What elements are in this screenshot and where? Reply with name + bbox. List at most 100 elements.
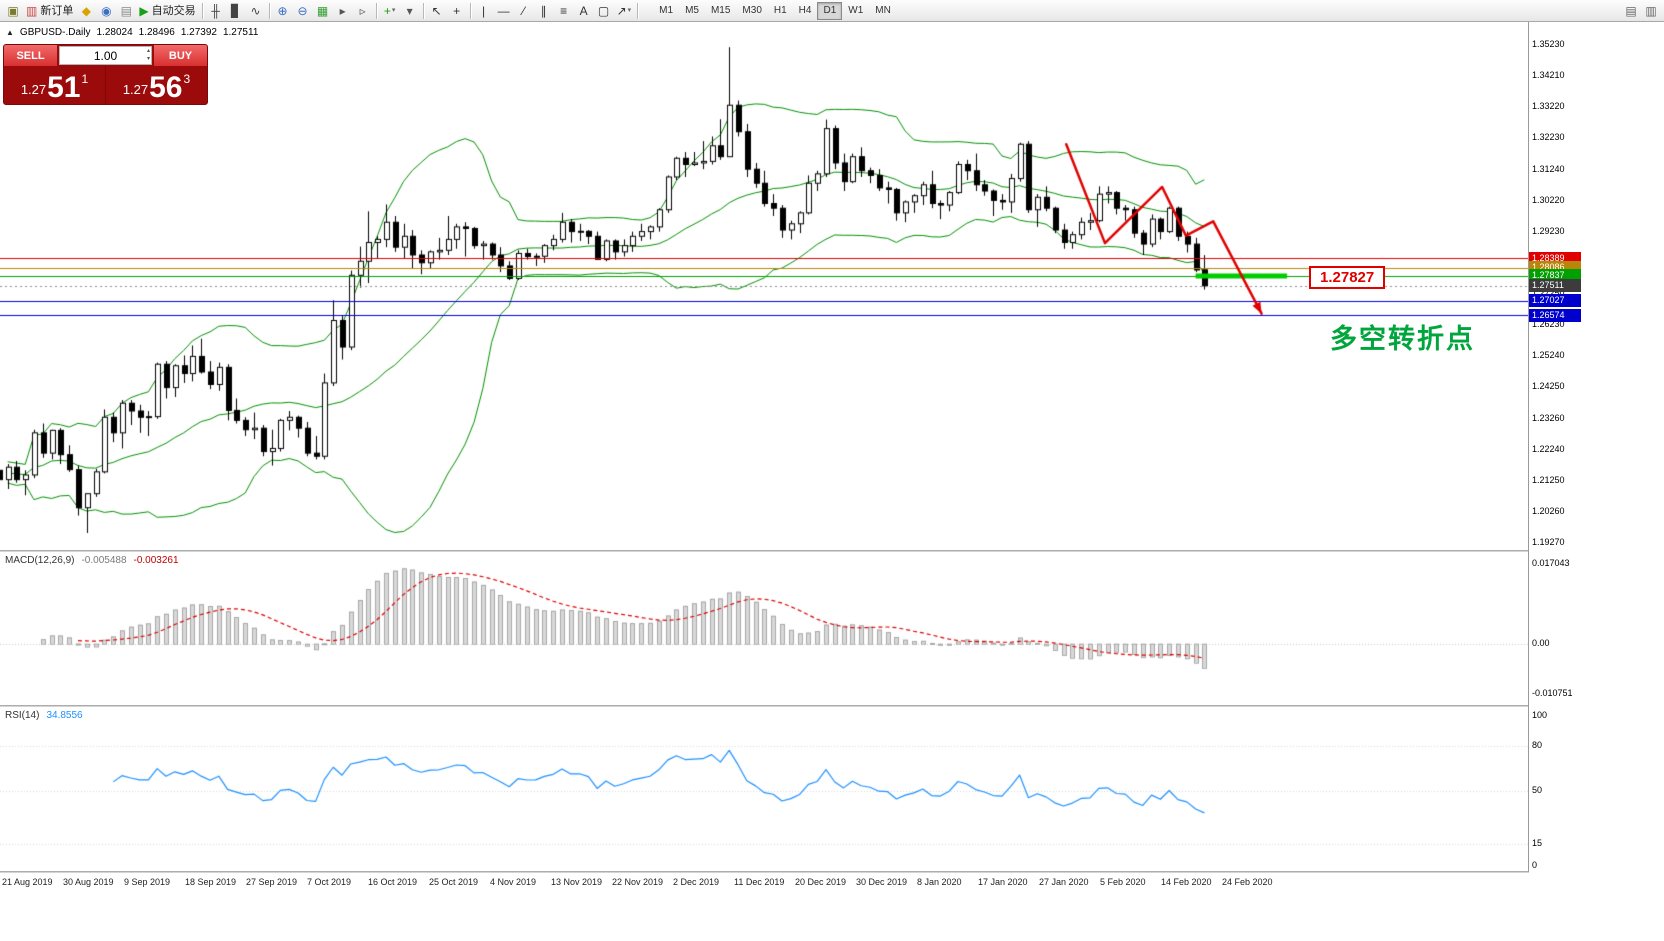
horizontal-line-icon[interactable]: ― xyxy=(497,3,510,18)
market-watch-icon[interactable]: ◉ xyxy=(101,3,112,18)
volume-field[interactable]: 1.00 ▴ ▾ xyxy=(59,46,152,65)
fibonacci-icon[interactable]: ≡ xyxy=(560,3,568,18)
date-label: 27 Sep 2019 xyxy=(246,877,298,887)
zoom-out-icon[interactable]: ⊖ xyxy=(297,3,308,18)
macd-main-value: -0.005488 xyxy=(81,555,127,566)
sell-price-sup: 1 xyxy=(81,72,89,86)
sell-button[interactable]: SELL xyxy=(4,45,57,66)
toolbar-separator xyxy=(422,2,424,19)
spin-down-icon[interactable]: ▾ xyxy=(146,56,150,62)
timeframe-m5[interactable]: M5 xyxy=(685,5,699,16)
timeframe-h4[interactable]: H4 xyxy=(798,5,812,16)
rsi-value: 34.8556 xyxy=(46,710,83,721)
timeframe-h1[interactable]: H1 xyxy=(773,5,787,16)
sell-price-big: 51 xyxy=(47,71,81,104)
quick-trade-icon[interactable]: ◆ xyxy=(81,3,91,18)
date-label: 8 Jan 2020 xyxy=(917,877,962,887)
crosshair-icon[interactable]: + xyxy=(453,3,461,18)
ohlc-close: 1.27511 xyxy=(222,27,259,38)
timeframe-mn[interactable]: MN xyxy=(875,5,891,16)
macd-indicator-canvas[interactable] xyxy=(0,552,1528,705)
panel-separator[interactable] xyxy=(0,705,1664,707)
auto-trading-button[interactable]: ▶ 自动交易 xyxy=(136,1,198,21)
timeframe-m1[interactable]: M1 xyxy=(659,5,674,16)
equidistant-channel-icon[interactable]: ∥ xyxy=(540,3,547,18)
buy-button[interactable]: BUY xyxy=(154,45,207,66)
line-chart-icon[interactable]: ∿ xyxy=(250,3,261,18)
chevron-down-icon: ▾ xyxy=(391,6,396,14)
price-scale-label: 1.20260 xyxy=(1532,505,1565,516)
date-label: 14 Feb 2020 xyxy=(1161,877,1212,887)
one-click-trading-panel: SELL 1.00 ▴ ▾ BUY 1.27 51 1 1.27 56 3 xyxy=(3,44,208,105)
price-tag: 1.27511 xyxy=(1529,279,1581,293)
buy-price-sup: 3 xyxy=(183,72,191,86)
buy-price[interactable]: 1.27 56 3 xyxy=(106,66,207,104)
price-scale-label: 1.34210 xyxy=(1532,70,1565,81)
rsi-scale-label: 50 xyxy=(1532,785,1543,795)
price-scale-label: 1.19270 xyxy=(1532,537,1565,547)
panel-separator[interactable] xyxy=(0,550,1664,552)
auto-scroll-icon[interactable]: ▸ xyxy=(339,3,346,18)
text-icon[interactable]: A xyxy=(579,3,588,18)
chart-shift-icon[interactable]: ▹ xyxy=(359,3,366,18)
date-axis[interactable]: 21 Aug 2019 30 Aug 2019 9 Sep 2019 18 Sep 2… xyxy=(0,873,1664,891)
price-scale-label: 1.33220 xyxy=(1532,101,1565,112)
rsi-scale-label: 0 xyxy=(1532,860,1538,870)
timeframe-m15[interactable]: M15 xyxy=(710,5,731,16)
price-scale-label: 1.24250 xyxy=(1532,381,1565,392)
date-label: 30 Dec 2019 xyxy=(856,877,908,887)
auto-trading-icon: ▶ xyxy=(139,3,149,18)
tile-windows-icon[interactable]: ▦ xyxy=(316,3,329,18)
date-label: 21 Aug 2019 xyxy=(2,877,53,887)
date-label: 4 Nov 2019 xyxy=(490,877,537,887)
charts-icon[interactable]: ▣ xyxy=(7,3,19,18)
chart-window: 1.35230 1.34210 1.33220 1.32230 1.31240 1.302… xyxy=(0,22,1664,941)
arrows-icon[interactable]: ↗ ▾ xyxy=(616,3,632,18)
volume-spinner[interactable]: ▴ ▾ xyxy=(147,47,150,63)
timeframe-w1[interactable]: W1 xyxy=(848,5,864,16)
trendline-icon[interactable]: ⁄ xyxy=(522,3,525,18)
new-order-label: 新订单 xyxy=(40,4,74,17)
data-window-icon[interactable]: ▤ xyxy=(120,3,133,18)
vertical-line-icon[interactable]: | xyxy=(482,3,486,18)
turning-point-annotation[interactable]: 多空转折点 xyxy=(1330,324,1475,354)
date-label: 17 Jan 2020 xyxy=(978,877,1028,887)
date-label: 9 Sep 2019 xyxy=(124,877,171,887)
bar-chart-icon[interactable]: ╫ xyxy=(211,3,220,18)
timeframe-m30[interactable]: M30 xyxy=(742,5,762,16)
cursor-icon[interactable]: ↖ xyxy=(431,3,442,18)
price-scale[interactable]: 1.35230 1.34210 1.33220 1.32230 1.31240 1.302… xyxy=(1529,22,1664,890)
price-scale-label: 1.30220 xyxy=(1532,194,1565,205)
price-level-label-object[interactable]: 1.27827 xyxy=(1309,266,1386,289)
ohlc-low: 1.27392 xyxy=(180,27,217,38)
price-scale-label: 1.27250 xyxy=(1532,288,1565,298)
sell-price[interactable]: 1.27 51 1 xyxy=(4,66,105,104)
candlestick-chart-icon[interactable]: ▊ xyxy=(230,3,241,18)
rsi-scale-label: 15 xyxy=(1532,837,1543,848)
window-list-icon[interactable]: ▤ xyxy=(1625,3,1637,18)
text-label-icon[interactable]: ▢ xyxy=(597,3,610,18)
indicators-icon[interactable]: + ▾ xyxy=(383,3,396,18)
rsi-indicator-canvas[interactable] xyxy=(0,707,1528,871)
chart-symbol-header: ▲ GBPUSD-.Daily 1.28024 1.28496 1.27392 … xyxy=(6,27,258,38)
price-scale-label: 1.29230 xyxy=(1532,225,1565,236)
price-scale-label: 1.32230 xyxy=(1532,132,1565,143)
price-tag: 1.26574 xyxy=(1529,308,1581,322)
toolbar-right: ▤ ▥ xyxy=(1621,1,1661,21)
periods-icon[interactable]: ▾ xyxy=(406,3,413,18)
timeframe-d1[interactable]: D1 xyxy=(817,1,843,20)
collapse-panel-icon[interactable]: ▲ xyxy=(6,28,14,37)
zoom-in-icon[interactable]: ⊕ xyxy=(277,3,288,18)
price-chart-canvas[interactable] xyxy=(0,22,1528,550)
price-scale-label: 1.25240 xyxy=(1532,350,1565,361)
strategy-tester-icon[interactable]: ▥ xyxy=(1645,3,1657,18)
date-label: 22 Nov 2019 xyxy=(612,877,664,887)
macd-name: MACD(12,26,9) xyxy=(5,555,75,566)
new-order-icon: ▥ xyxy=(26,3,38,18)
spin-up-icon[interactable]: ▴ xyxy=(146,48,150,54)
new-order-button[interactable]: ▥ 新订单 xyxy=(23,1,76,21)
price-scale-label: 1.23260 xyxy=(1532,412,1565,423)
price-scale-label: 1.22240 xyxy=(1532,443,1565,454)
panel-separator[interactable] xyxy=(0,871,1664,873)
buy-price-small: 1.27 xyxy=(122,82,149,97)
